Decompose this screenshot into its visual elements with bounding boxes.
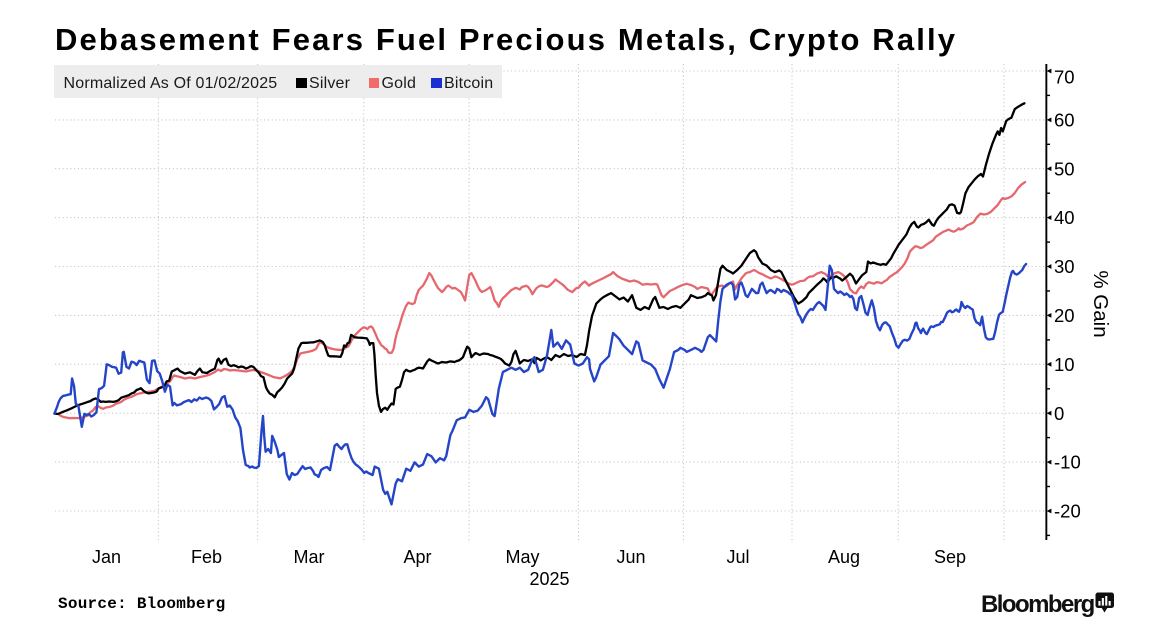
svg-text:-20: -20 bbox=[1054, 501, 1081, 522]
svg-text:Jan: Jan bbox=[92, 547, 121, 567]
svg-text:50: 50 bbox=[1054, 158, 1075, 179]
svg-text:Aug: Aug bbox=[828, 547, 860, 567]
svg-text:40: 40 bbox=[1054, 207, 1075, 228]
svg-text:-10: -10 bbox=[1054, 452, 1081, 473]
svg-text:70: 70 bbox=[1054, 66, 1075, 87]
svg-text:Feb: Feb bbox=[191, 547, 222, 567]
svg-text:Jun: Jun bbox=[616, 547, 645, 567]
svg-text:60: 60 bbox=[1054, 110, 1075, 131]
svg-text:May: May bbox=[505, 547, 539, 567]
svg-text:Sep: Sep bbox=[934, 547, 966, 567]
svg-text:0: 0 bbox=[1054, 403, 1064, 424]
svg-text:20: 20 bbox=[1054, 305, 1075, 326]
svg-text:Jul: Jul bbox=[726, 547, 749, 567]
svg-text:% Gain: % Gain bbox=[1089, 270, 1112, 337]
svg-text:2025: 2025 bbox=[529, 569, 569, 589]
svg-text:30: 30 bbox=[1054, 256, 1075, 277]
svg-text:10: 10 bbox=[1054, 354, 1075, 375]
svg-text:Apr: Apr bbox=[403, 547, 431, 567]
svg-text:Mar: Mar bbox=[294, 547, 325, 567]
